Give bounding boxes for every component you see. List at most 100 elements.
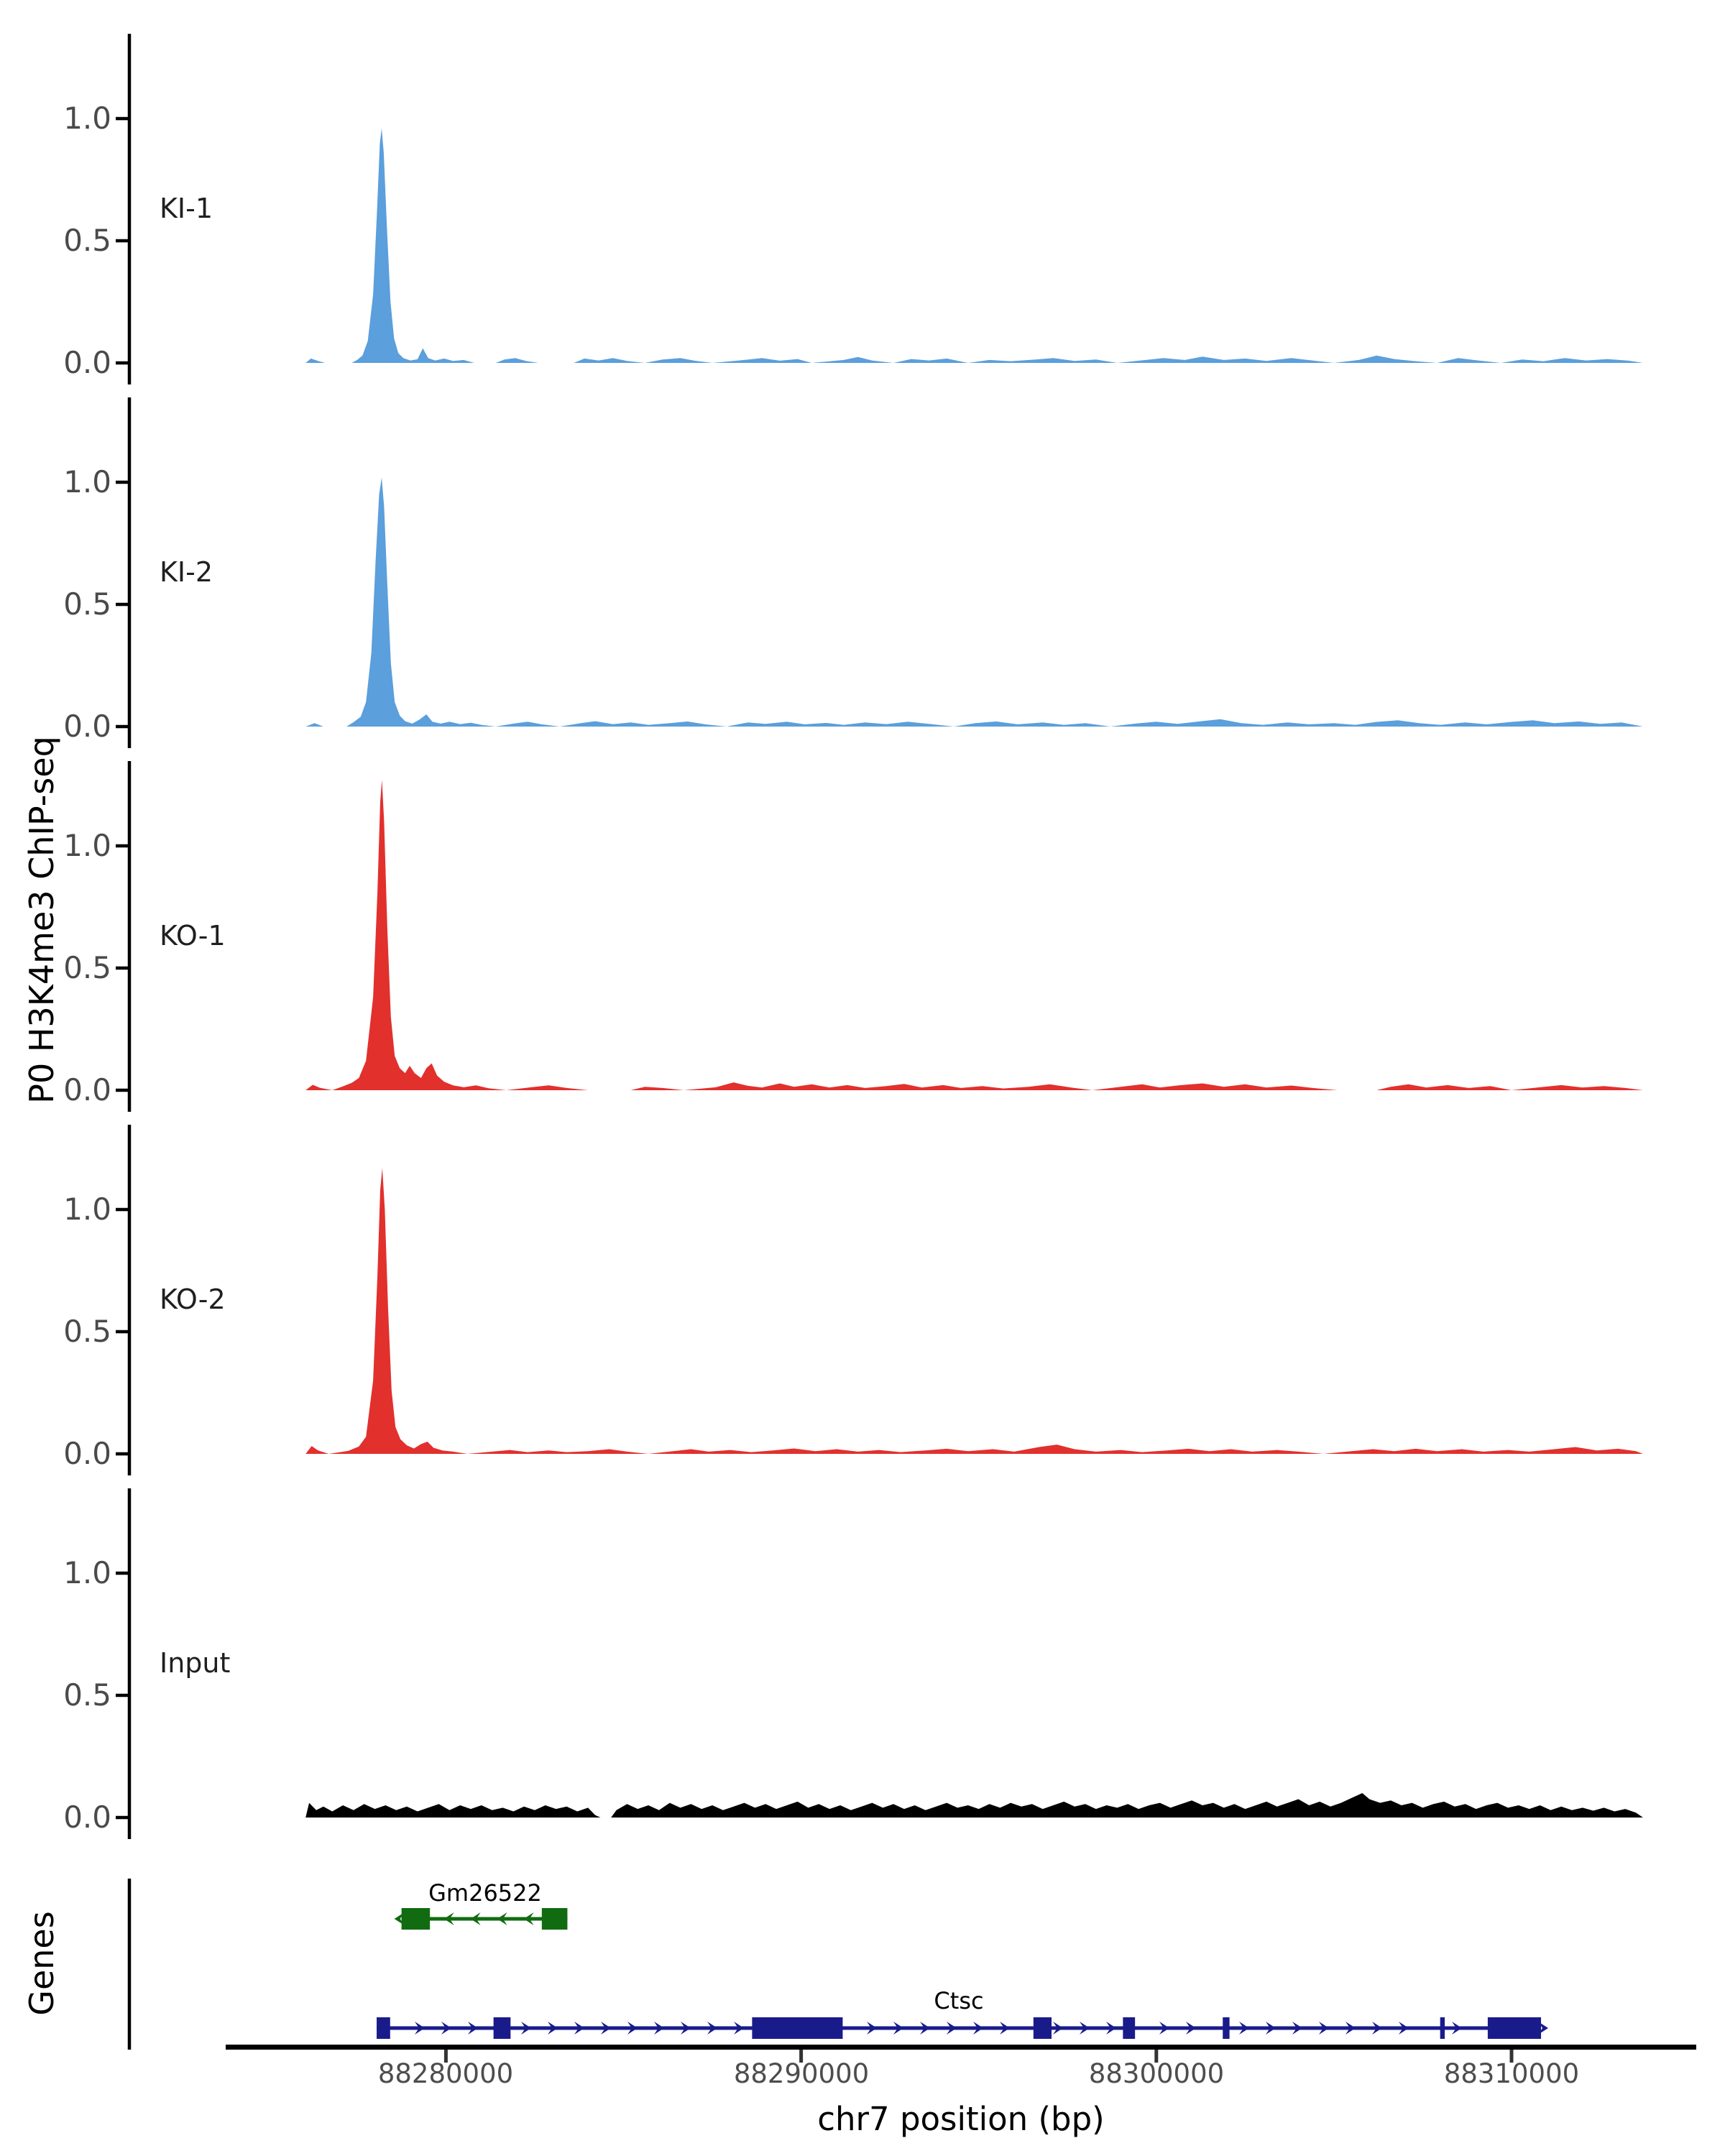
strand-arrow-Ctsc bbox=[627, 2022, 638, 2035]
gene-exon-Ctsc bbox=[1123, 2017, 1136, 2039]
gene-exon-Ctsc bbox=[377, 2017, 390, 2039]
strand-arrow-Ctsc bbox=[1266, 2022, 1276, 2035]
strand-arrow-Ctsc bbox=[867, 2022, 878, 2035]
y-tick-mark bbox=[116, 724, 128, 729]
xtick-label-88290000: 88290000 bbox=[733, 2058, 870, 2089]
signal-area-Input bbox=[305, 1793, 1643, 1818]
strand-arrow-Ctsc bbox=[1452, 2022, 1463, 2035]
gene-exon-Ctsc bbox=[1033, 2017, 1052, 2039]
strand-arrow-Ctsc bbox=[1319, 2022, 1330, 2035]
ytick-label: 0.5 bbox=[63, 1677, 111, 1713]
y-tick-mark bbox=[116, 1088, 128, 1092]
genes-axis-line bbox=[127, 1879, 132, 2050]
y-tick-mark bbox=[116, 1452, 128, 1456]
gene-label-gm26522: Gm26522 bbox=[428, 1879, 542, 1907]
y-tick-mark bbox=[116, 844, 128, 848]
track-label-input: Input bbox=[160, 1647, 231, 1679]
gene-exon-Ctsc bbox=[493, 2017, 511, 2039]
y-tick-mark bbox=[116, 116, 128, 121]
strand-arrow-Gm26522 bbox=[443, 1912, 454, 1925]
ytick-label: 1.0 bbox=[63, 1555, 111, 1590]
strand-arrow-Ctsc bbox=[893, 2022, 904, 2035]
gene-exon-Ctsc bbox=[1487, 2017, 1542, 2039]
ytick-label: 0.0 bbox=[63, 709, 111, 744]
y-axis-label: P0 H3K4me3 ChIP-seq bbox=[22, 736, 61, 1104]
strand-arrow-Ctsc bbox=[548, 2022, 558, 2035]
genes-axis-label: Genes bbox=[22, 1911, 61, 2016]
strand-arrow-Gm26522 bbox=[497, 1912, 507, 1925]
x-tick-mark-88290000 bbox=[799, 2050, 804, 2063]
strand-arrow-Ctsc bbox=[468, 2022, 479, 2035]
gene-tip-arrow-Gm26522 bbox=[394, 1912, 405, 1925]
y-axis-line-KI-1 bbox=[127, 34, 132, 384]
strand-arrow-Ctsc bbox=[947, 2022, 957, 2035]
strand-arrow-Ctsc bbox=[920, 2022, 931, 2035]
gene-label-ctsc: Ctsc bbox=[934, 1987, 984, 2014]
strand-arrow-Ctsc bbox=[1159, 2022, 1170, 2035]
strand-arrow-Ctsc bbox=[1372, 2022, 1383, 2035]
ytick-label: 0.0 bbox=[63, 1072, 111, 1107]
ytick-label: 1.0 bbox=[63, 1192, 111, 1227]
y-tick-mark bbox=[116, 480, 128, 484]
xtick-label-88280000: 88280000 bbox=[377, 2058, 514, 2089]
strand-arrow-Ctsc bbox=[521, 2022, 532, 2035]
ytick-label: 1.0 bbox=[63, 828, 111, 863]
ytick-label: 0.0 bbox=[63, 1436, 111, 1471]
strand-arrow-Ctsc bbox=[973, 2022, 984, 2035]
strand-arrow-Ctsc bbox=[415, 2022, 426, 2035]
signal-area-KI-2 bbox=[305, 477, 1643, 727]
genome-ruler-line bbox=[226, 2045, 1696, 2050]
gene-exon-Gm26522 bbox=[401, 1908, 431, 1930]
y-tick-mark bbox=[116, 1207, 128, 1212]
gene-tip-arrow-Ctsc bbox=[1538, 2022, 1549, 2035]
y-axis-line-KO-1 bbox=[127, 761, 132, 1112]
ytick-label: 0.0 bbox=[63, 345, 111, 380]
gene-exon-Gm26522 bbox=[541, 1908, 568, 1930]
ytick-label: 1.0 bbox=[63, 101, 111, 136]
y-tick-mark bbox=[116, 1330, 128, 1334]
ytick-label: 1.0 bbox=[63, 464, 111, 499]
gene-exon-Ctsc bbox=[1440, 2017, 1445, 2039]
x-tick-mark-88300000 bbox=[1154, 2050, 1159, 2063]
track-label-ko2: KO-2 bbox=[160, 1284, 226, 1315]
strand-arrow-Ctsc bbox=[654, 2022, 665, 2035]
strand-arrow-Ctsc bbox=[601, 2022, 612, 2035]
y-tick-mark bbox=[116, 361, 128, 365]
signal-area-KO-2 bbox=[305, 1168, 1643, 1454]
strand-arrow-Ctsc bbox=[1292, 2022, 1303, 2035]
strand-arrow-Ctsc bbox=[1080, 2022, 1090, 2035]
gene-line-Gm26522 bbox=[401, 1917, 568, 1921]
ytick-label: 0.5 bbox=[63, 950, 111, 985]
y-tick-mark bbox=[116, 239, 128, 243]
y-tick-mark bbox=[116, 1693, 128, 1697]
strand-arrow-Ctsc bbox=[1053, 2022, 1064, 2035]
y-tick-mark bbox=[116, 602, 128, 607]
strand-arrow-Gm26522 bbox=[470, 1912, 481, 1925]
gene-exon-Ctsc bbox=[752, 2017, 843, 2039]
ytick-label: 0.5 bbox=[63, 1314, 111, 1349]
gene-exon-Ctsc bbox=[1223, 2017, 1230, 2039]
x-tick-mark-88280000 bbox=[443, 2050, 448, 2063]
strand-arrow-Ctsc bbox=[1106, 2022, 1117, 2035]
strand-arrow-Ctsc bbox=[574, 2022, 585, 2035]
ytick-label: 0.5 bbox=[63, 223, 111, 258]
y-tick-mark bbox=[116, 1815, 128, 1820]
xtick-label-88310000: 88310000 bbox=[1443, 2058, 1580, 2089]
track-label-ki1: KI-1 bbox=[160, 193, 213, 224]
strand-arrow-Ctsc bbox=[734, 2022, 745, 2035]
strand-arrow-Ctsc bbox=[1346, 2022, 1356, 2035]
signal-area-KI-1 bbox=[305, 128, 1643, 363]
y-tick-mark bbox=[116, 1571, 128, 1575]
strand-arrow-Ctsc bbox=[1239, 2022, 1250, 2035]
xtick-label-88300000: 88300000 bbox=[1088, 2058, 1225, 2089]
x-tick-mark-88310000 bbox=[1509, 2050, 1514, 2063]
strand-arrow-Ctsc bbox=[1186, 2022, 1197, 2035]
strand-arrow-Ctsc bbox=[1000, 2022, 1011, 2035]
y-axis-line-KI-2 bbox=[127, 397, 132, 748]
strand-arrow-Ctsc bbox=[681, 2022, 691, 2035]
track-label-ko1: KO-1 bbox=[160, 920, 226, 952]
track-label-ki2: KI-2 bbox=[160, 556, 213, 588]
signal-area-KO-1 bbox=[305, 780, 1643, 1090]
